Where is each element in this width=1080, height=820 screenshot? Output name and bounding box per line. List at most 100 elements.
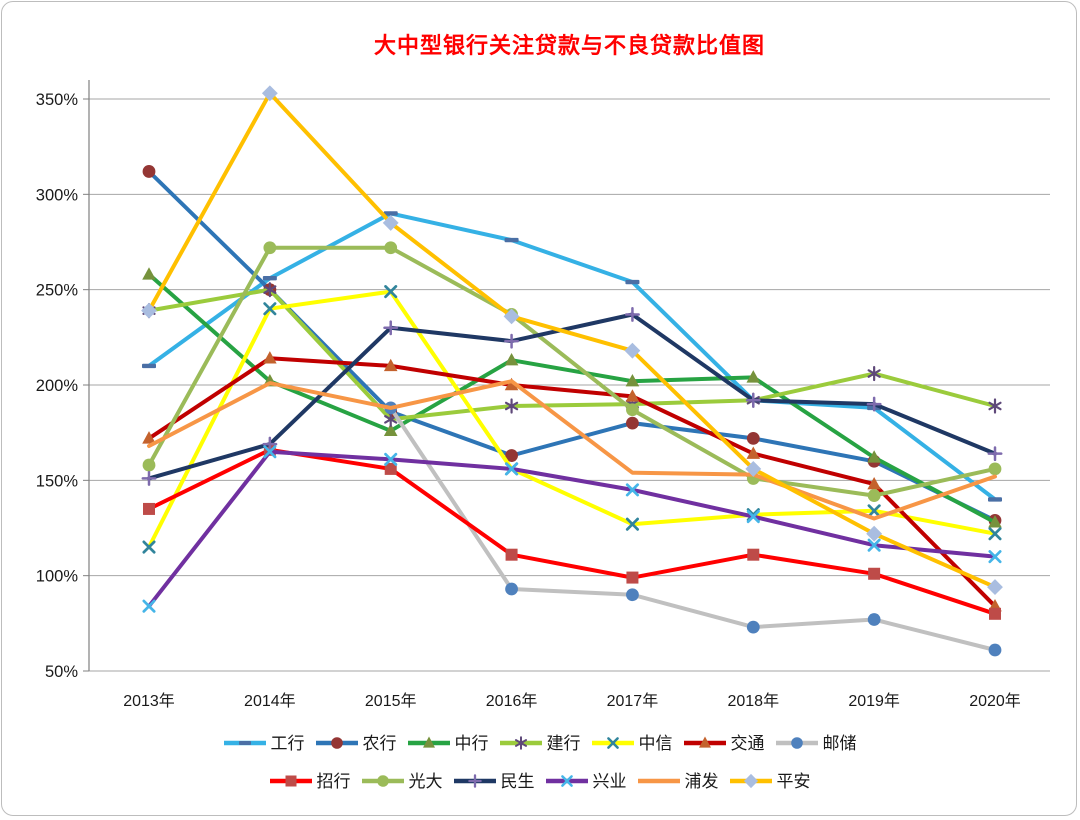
x-axis-label: 2017年 (607, 692, 659, 710)
marker-x (867, 504, 881, 518)
legend-item-cmbc: 民生 (452, 772, 535, 790)
marker-circle (505, 582, 518, 596)
legend-item-icbc: 工行 (222, 734, 305, 752)
marker-dash (383, 211, 398, 216)
marker-x (142, 599, 156, 613)
legend-item-cib: 兴业 (544, 772, 627, 790)
series-line-psbc (388, 405, 997, 652)
y-axis-label: 200% (36, 377, 79, 395)
chart-title: 大中型银行关注贷款与不良贷款比值图 (373, 33, 765, 59)
ccb-legend-line-icon (499, 736, 542, 750)
legend-item-bocom: 交通 (682, 734, 765, 752)
marker-x (505, 462, 519, 476)
legend-label-boc: 中行 (454, 733, 489, 753)
series-spdb (147, 379, 997, 521)
marker-plus (866, 396, 882, 412)
series-line-pingan (147, 91, 997, 590)
marker-plus (262, 436, 278, 452)
marker-x (384, 452, 398, 466)
legend-label-cmb: 招行 (316, 771, 351, 791)
x-axis-label: 2018年 (727, 692, 779, 710)
marker-x (625, 517, 639, 531)
marker-asterisk (384, 411, 398, 427)
marker-circle (626, 403, 639, 417)
legend-label-pingan: 平安 (776, 771, 811, 791)
marker-circle (263, 241, 277, 255)
marker-x (988, 527, 1002, 541)
cib-legend-line-icon (545, 775, 588, 787)
legend-label-psbc: 邮储 (822, 733, 857, 753)
y-axis-label: 50% (45, 663, 78, 681)
marker-triangle (383, 423, 398, 436)
bocom-legend-line-icon (683, 736, 726, 748)
spdb-legend-line-icon (637, 778, 680, 784)
series-line-spdb (147, 379, 997, 521)
marker-diamond (624, 342, 641, 359)
marker-dash (262, 276, 277, 281)
marker-square (626, 571, 639, 584)
series-line-citic (147, 289, 997, 550)
x-axis-label: 2016年 (486, 692, 538, 710)
y-axis-label: 150% (36, 472, 79, 490)
marker-square (747, 548, 760, 561)
marker-x (384, 285, 398, 299)
marker-dash (625, 279, 640, 285)
series-pingan (141, 85, 1003, 596)
series-psbc (384, 401, 1002, 657)
chart-legend-row-1: 工行 农行 中行 建行 中信 交通 邮储 (2, 734, 1076, 752)
series-cmbc (141, 307, 1003, 486)
series-line-ccb (147, 287, 997, 422)
series-line-cib (147, 449, 997, 609)
marker-plus (383, 320, 399, 336)
x-axis-label: 2013年 (123, 692, 175, 710)
marker-circle (384, 241, 398, 255)
series-line-abc (147, 169, 997, 523)
marker-triangle (142, 431, 156, 444)
series-boc (142, 267, 1002, 528)
marker-plus (504, 333, 520, 349)
marker-dash (504, 237, 519, 243)
citic-legend-line-icon (591, 737, 634, 749)
series-cib (142, 445, 1002, 613)
legend-label-ccb: 建行 (546, 733, 581, 753)
marker-diamond (141, 302, 157, 319)
marker-circle (142, 458, 156, 472)
x-axis-label: 2015年 (365, 692, 417, 710)
x-axis-label: 2019年 (848, 692, 900, 710)
series-line-ceb (147, 245, 997, 498)
marker-x (625, 483, 639, 497)
marker-circle (988, 643, 1002, 657)
series-line-icbc (147, 211, 997, 502)
marker-square (989, 607, 1001, 620)
legend-item-citic: 中信 (590, 734, 673, 752)
y-axis-label: 100% (36, 568, 79, 586)
marker-plus (745, 392, 761, 408)
psbc-legend-line-icon (775, 737, 818, 749)
marker-diamond (866, 525, 883, 542)
marker-circle (142, 165, 156, 178)
pingan-legend-line-icon (729, 773, 772, 789)
marker-dash (988, 497, 1002, 502)
legend-label-ceb: 光大 (408, 771, 443, 791)
marker-square (143, 502, 155, 515)
boc-legend-line-icon (407, 736, 450, 748)
marker-x (746, 510, 760, 524)
legend-item-boc: 中行 (406, 734, 489, 752)
marker-x (142, 540, 156, 554)
legend-item-ceb: 光大 (360, 772, 443, 790)
legend-item-abc: 农行 (314, 734, 397, 752)
marker-plus (624, 307, 640, 322)
marker-circle (867, 489, 881, 502)
legend-label-bocom: 交通 (730, 733, 765, 753)
legend-label-spdb: 浦发 (684, 771, 719, 791)
legend-label-abc: 农行 (362, 733, 397, 753)
legend-item-cmb: 招行 (268, 772, 351, 790)
marker-diamond (987, 579, 1003, 596)
marker-triangle (867, 476, 881, 490)
marker-square (384, 462, 397, 475)
marker-x (263, 302, 277, 316)
marker-x (263, 445, 277, 459)
legend-item-psbc: 邮储 (774, 734, 857, 752)
